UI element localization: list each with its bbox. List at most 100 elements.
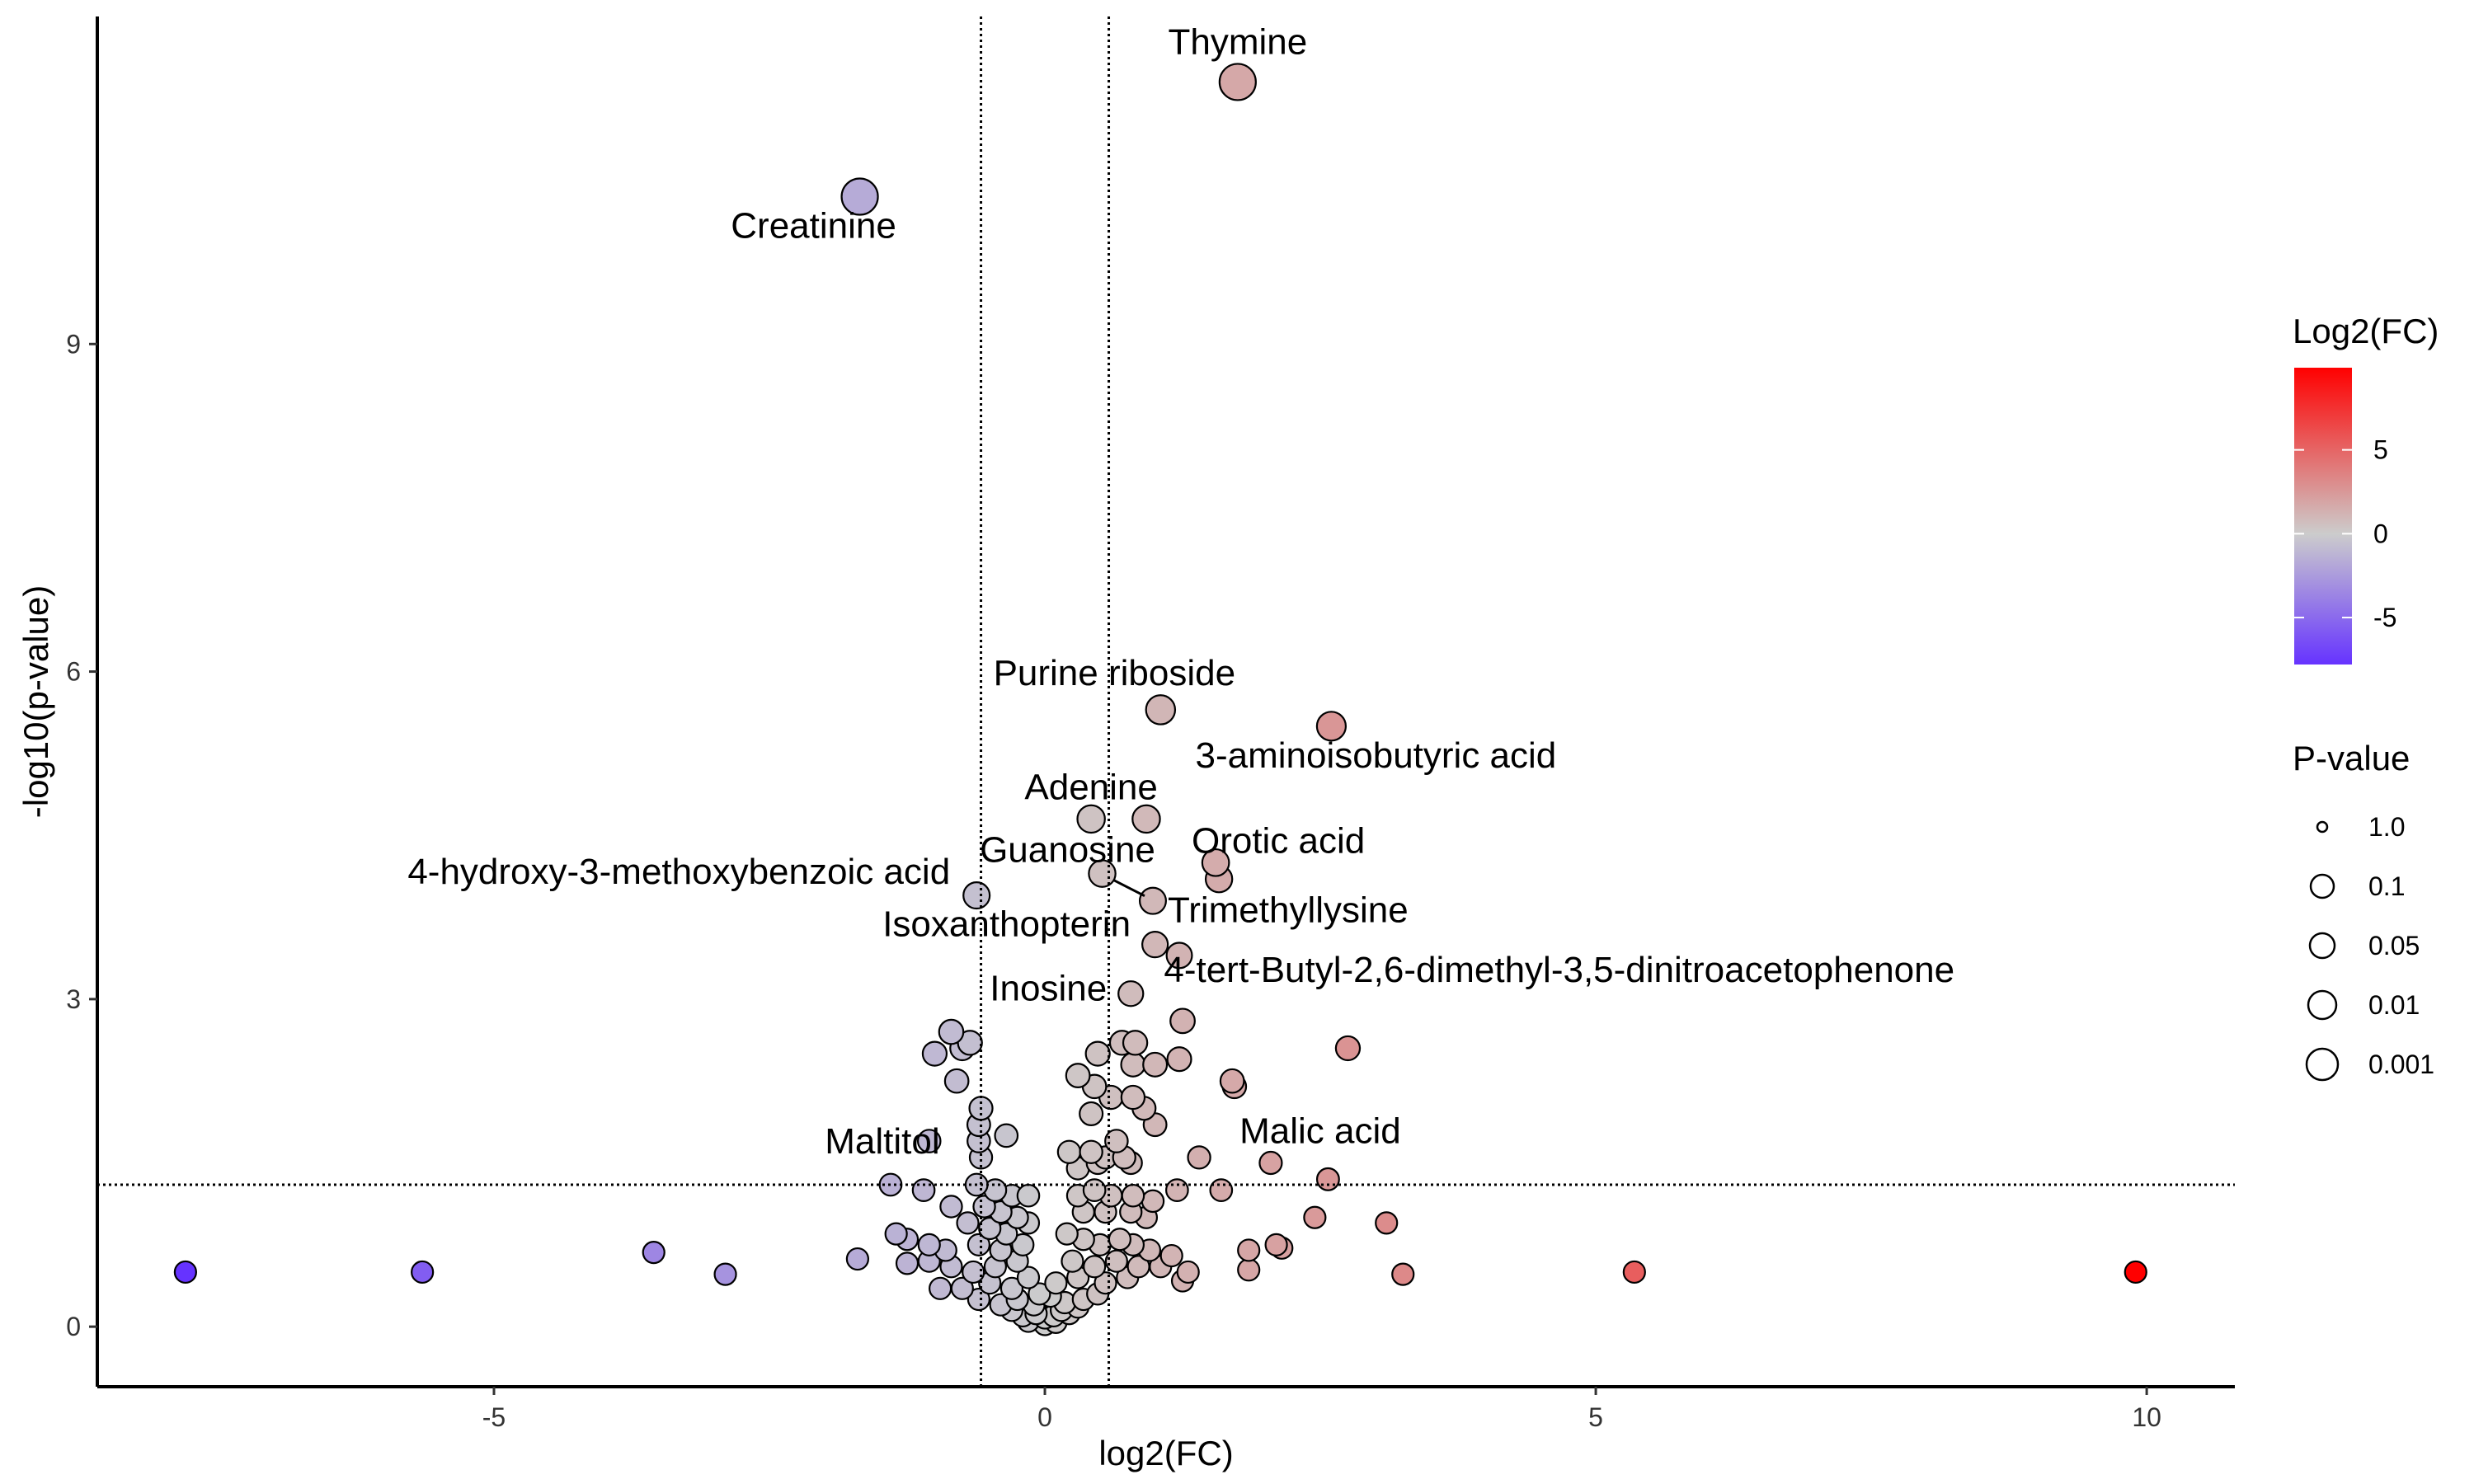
size-legend-label: 0.1 (2368, 871, 2405, 901)
data-point (962, 1260, 985, 1284)
data-point (939, 1195, 963, 1219)
data-point (1201, 848, 1230, 877)
data-point (1079, 1101, 1104, 1126)
data-point (911, 1178, 936, 1202)
point-label: Maltitol (825, 1121, 939, 1162)
data-point (1028, 1282, 1051, 1306)
data-point (1258, 1150, 1283, 1176)
point-label: Trimethyllysine (1168, 890, 1409, 931)
data-point (1082, 1178, 1107, 1202)
data-point (956, 1211, 980, 1235)
color-legend-bar (2294, 368, 2352, 665)
data-point (1120, 1051, 1146, 1078)
size-legend-label: 0.05 (2368, 931, 2420, 960)
point-labels: Thymine Creatinine Purine riboside 3-aminoi… (407, 21, 1954, 1162)
y-tick-label: 0 (66, 1312, 81, 1341)
data-point (967, 1287, 990, 1312)
data-point (1044, 1271, 1068, 1295)
data-point (1209, 1178, 1234, 1202)
x-tick-label: 0 (1037, 1402, 1052, 1432)
y-axis-title: -log10(p-value) (16, 585, 55, 818)
data-point (929, 1276, 952, 1300)
label-connector (1112, 879, 1145, 898)
data-point (1065, 1063, 1091, 1088)
data-point (1061, 1249, 1084, 1273)
x-axis-title: log2(FC) (1098, 1434, 1233, 1472)
data-point (1094, 1271, 1117, 1295)
data-point (1622, 1260, 1646, 1284)
data-point (1145, 694, 1177, 726)
data-point (2124, 1260, 2147, 1284)
data-point (1334, 1035, 1362, 1062)
data-point (1375, 1211, 1399, 1235)
data-point (1084, 1040, 1111, 1067)
data-point (1315, 711, 1348, 742)
size-legend-label: 0.01 (2368, 990, 2420, 1020)
data-point (1315, 1167, 1340, 1191)
point-label: Adenine (1024, 767, 1157, 807)
data-points (173, 63, 2147, 1336)
point-label: Malic acid (1239, 1111, 1401, 1152)
axes: -5 0 5 10 0 3 6 9 log2(FC) -log10(p-value) (16, 16, 2235, 1472)
data-point (840, 177, 879, 216)
data-point (713, 1262, 737, 1286)
data-point (938, 1018, 965, 1045)
data-point (1076, 804, 1106, 834)
size-legend-symbol (2305, 1047, 2340, 1082)
data-point (1056, 1139, 1082, 1164)
data-point (1264, 1233, 1288, 1256)
data-point (1219, 1068, 1245, 1094)
data-point (1391, 1262, 1415, 1286)
data-point (1083, 1255, 1107, 1279)
color-legend-title: Log2(FC) (2293, 312, 2439, 350)
data-point (1142, 1051, 1169, 1078)
data-point (921, 1040, 948, 1067)
data-point (999, 1276, 1024, 1300)
data-point (1122, 1030, 1149, 1056)
point-label: 4-tert-Butyl-2,6-dimethyl-3,5-dinitroace… (1164, 950, 1954, 990)
size-legend-symbol (2307, 989, 2338, 1021)
x-tick-label: 10 (2132, 1402, 2161, 1432)
data-point (1121, 1183, 1145, 1208)
legend: Log2(FC) 5 0 -5 P-value 1.0 0.1 0.05 0.01 0.001 (2293, 312, 2439, 1082)
data-point (1079, 1139, 1103, 1164)
data-point (917, 1233, 941, 1256)
y-tick-label: 9 (66, 329, 81, 359)
point-label: Orotic acid (1192, 820, 1365, 861)
point-label: Isoxanthopterin (882, 904, 1131, 945)
data-point (1138, 886, 1167, 915)
size-legend-symbol (2308, 932, 2336, 960)
size-legend-title: P-value (2293, 739, 2410, 777)
data-point (1237, 1238, 1261, 1262)
color-legend-tick-label: 0 (2373, 519, 2388, 548)
data-point (1016, 1266, 1041, 1289)
data-point (994, 1123, 1019, 1148)
x-tick-label: 5 (1588, 1402, 1603, 1432)
data-point (1303, 1205, 1327, 1229)
point-label: Creatinine (731, 206, 896, 247)
data-point (642, 1241, 666, 1265)
point-label: 4-hydroxy-3-methoxybenzoic acid (407, 852, 950, 892)
data-point (1187, 1145, 1211, 1170)
data-point (1120, 1084, 1146, 1111)
data-point (884, 1222, 908, 1246)
data-point (943, 1068, 970, 1094)
point-label: Thymine (1168, 21, 1307, 62)
data-point (1176, 1260, 1200, 1284)
data-point (1117, 980, 1145, 1007)
data-point (1055, 1222, 1079, 1246)
data-point (1237, 1258, 1261, 1282)
size-legend-symbol (2316, 820, 2329, 834)
y-tick-label: 3 (66, 984, 81, 1014)
data-point (411, 1260, 435, 1284)
data-point (845, 1247, 869, 1271)
data-point (1016, 1183, 1041, 1208)
data-point (1011, 1233, 1035, 1256)
data-point (1218, 63, 1257, 101)
data-point (967, 1233, 990, 1256)
color-legend-tick-label: -5 (2373, 603, 2396, 632)
data-point (1108, 1228, 1131, 1252)
size-legend-symbol (2309, 873, 2335, 899)
data-point (978, 1216, 1002, 1241)
